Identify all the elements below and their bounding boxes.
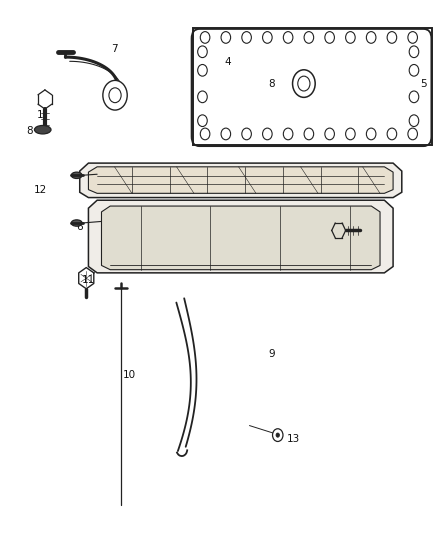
- Circle shape: [346, 31, 355, 43]
- Circle shape: [304, 128, 314, 140]
- Circle shape: [109, 88, 121, 103]
- Circle shape: [283, 128, 293, 140]
- Circle shape: [198, 115, 207, 126]
- Circle shape: [198, 46, 207, 58]
- Circle shape: [200, 31, 210, 43]
- Text: 11: 11: [82, 274, 95, 285]
- Circle shape: [272, 429, 283, 441]
- Text: 2: 2: [329, 238, 336, 248]
- Circle shape: [387, 31, 397, 43]
- Text: 6: 6: [76, 222, 83, 232]
- Ellipse shape: [35, 125, 51, 134]
- Circle shape: [276, 433, 279, 437]
- Circle shape: [198, 64, 207, 76]
- Text: 8: 8: [26, 126, 33, 136]
- Circle shape: [262, 31, 272, 43]
- Circle shape: [262, 128, 272, 140]
- Circle shape: [325, 31, 335, 43]
- Circle shape: [409, 115, 419, 126]
- Circle shape: [242, 128, 251, 140]
- Text: 9: 9: [268, 349, 275, 359]
- Circle shape: [242, 31, 251, 43]
- Circle shape: [346, 128, 355, 140]
- Circle shape: [221, 128, 231, 140]
- Text: 7: 7: [111, 44, 118, 54]
- Polygon shape: [88, 200, 393, 273]
- Text: 8: 8: [268, 78, 275, 88]
- Circle shape: [366, 128, 376, 140]
- Text: 10: 10: [123, 370, 136, 380]
- Circle shape: [283, 31, 293, 43]
- Circle shape: [387, 128, 397, 140]
- Text: 3: 3: [333, 208, 340, 219]
- Text: 13: 13: [286, 434, 300, 444]
- Circle shape: [408, 31, 417, 43]
- Polygon shape: [80, 163, 402, 198]
- Circle shape: [298, 76, 310, 91]
- Text: 12: 12: [34, 184, 47, 195]
- Circle shape: [221, 31, 231, 43]
- Text: 1: 1: [37, 110, 44, 120]
- Ellipse shape: [71, 172, 82, 179]
- Circle shape: [293, 70, 315, 98]
- Circle shape: [408, 128, 417, 140]
- Circle shape: [409, 91, 419, 103]
- Text: 4: 4: [224, 58, 231, 67]
- Polygon shape: [88, 167, 393, 193]
- Circle shape: [200, 128, 210, 140]
- Circle shape: [409, 46, 419, 58]
- Circle shape: [409, 64, 419, 76]
- Bar: [193, 28, 432, 144]
- Circle shape: [198, 91, 207, 103]
- Circle shape: [366, 31, 376, 43]
- Ellipse shape: [71, 220, 82, 226]
- Circle shape: [103, 80, 127, 110]
- Circle shape: [304, 31, 314, 43]
- Text: 5: 5: [420, 78, 427, 88]
- Circle shape: [325, 128, 335, 140]
- Polygon shape: [102, 206, 380, 270]
